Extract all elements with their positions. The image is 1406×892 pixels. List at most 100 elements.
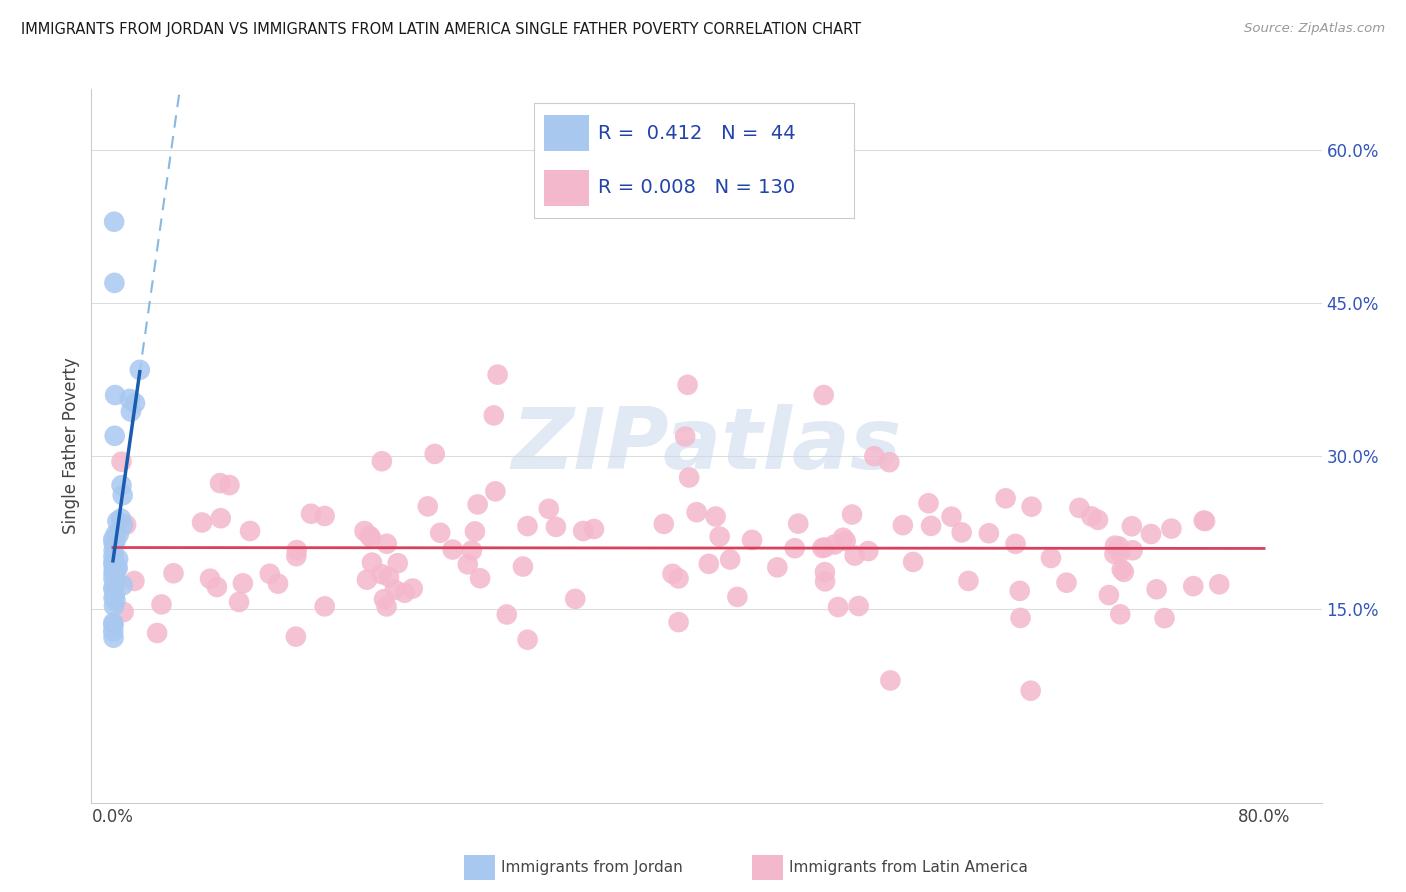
Point	[104, 570, 127, 584]
Point	[228, 595, 250, 609]
Point	[103, 624, 125, 639]
Point	[814, 565, 837, 579]
Point	[103, 543, 125, 558]
Point	[375, 537, 398, 551]
Point	[370, 567, 392, 582]
Y-axis label: Single Father Poverty: Single Father Poverty	[62, 358, 80, 534]
Point	[668, 571, 690, 585]
Point	[104, 563, 127, 577]
Point	[920, 519, 942, 533]
Point	[841, 508, 863, 522]
Point	[299, 507, 322, 521]
Point	[685, 505, 707, 519]
Point	[1087, 513, 1109, 527]
Text: Immigrants from Latin America: Immigrants from Latin America	[789, 861, 1028, 875]
Point	[461, 543, 484, 558]
Point	[1004, 537, 1026, 551]
Point	[957, 574, 980, 588]
Point	[416, 500, 439, 514]
Point	[1182, 579, 1205, 593]
Point	[1146, 582, 1168, 597]
Point	[678, 470, 700, 484]
Point	[103, 215, 125, 229]
Point	[457, 558, 479, 572]
Point	[104, 575, 127, 590]
Point	[901, 555, 924, 569]
Point	[103, 572, 125, 586]
Point	[103, 535, 125, 549]
Point	[832, 531, 855, 545]
Point	[787, 516, 810, 531]
Point	[537, 501, 560, 516]
Point	[441, 542, 464, 557]
Point	[314, 508, 336, 523]
Point	[1153, 611, 1175, 625]
Point	[103, 532, 125, 546]
Point	[994, 491, 1017, 506]
Point	[423, 447, 446, 461]
Point	[378, 570, 401, 584]
Point	[950, 525, 973, 540]
Point	[205, 580, 228, 594]
Point	[209, 476, 232, 491]
Point	[103, 563, 125, 577]
Text: IMMIGRANTS FROM JORDAN VS IMMIGRANTS FROM LATIN AMERICA SINGLE FATHER POVERTY CO: IMMIGRANTS FROM JORDAN VS IMMIGRANTS FRO…	[21, 22, 862, 37]
Point	[115, 517, 138, 532]
Point	[110, 511, 132, 525]
Point	[361, 556, 384, 570]
Point	[107, 561, 129, 575]
Point	[977, 526, 1000, 541]
Point	[564, 591, 586, 606]
Point	[848, 599, 870, 613]
Point	[783, 541, 806, 556]
Point	[1019, 683, 1042, 698]
Point	[239, 524, 262, 538]
Point	[104, 557, 127, 571]
Point	[811, 541, 834, 555]
Point	[375, 599, 398, 614]
Point	[150, 598, 173, 612]
Point	[285, 543, 308, 558]
Point	[394, 585, 416, 599]
Point	[107, 527, 129, 541]
Point	[103, 631, 125, 645]
Point	[879, 673, 901, 688]
Point	[429, 525, 451, 540]
Point	[1098, 588, 1121, 602]
Text: Immigrants from Jordan: Immigrants from Jordan	[501, 861, 682, 875]
Point	[697, 557, 720, 571]
Point	[1160, 522, 1182, 536]
Point	[284, 630, 307, 644]
Point	[834, 534, 856, 549]
Point	[813, 388, 835, 402]
Point	[111, 578, 134, 592]
Point	[1069, 500, 1091, 515]
Point	[709, 530, 731, 544]
Point	[104, 429, 127, 443]
Point	[1109, 607, 1132, 622]
Point	[941, 509, 963, 524]
Point	[209, 511, 232, 525]
Point	[652, 516, 675, 531]
Point	[124, 396, 146, 410]
Point	[824, 537, 846, 551]
Point	[1112, 565, 1135, 579]
Point	[1056, 575, 1078, 590]
Point	[112, 605, 135, 619]
Point	[103, 618, 125, 632]
Point	[103, 615, 125, 630]
Point	[813, 541, 835, 555]
Point	[110, 455, 132, 469]
Point	[103, 599, 125, 613]
Point	[863, 449, 886, 463]
Point	[360, 531, 382, 545]
Point	[373, 592, 395, 607]
Point	[467, 497, 489, 511]
Point	[128, 363, 150, 377]
Point	[191, 516, 214, 530]
Point	[353, 524, 375, 538]
Point	[486, 368, 509, 382]
Point	[1104, 547, 1126, 561]
Point	[858, 544, 880, 558]
Point	[673, 429, 696, 443]
